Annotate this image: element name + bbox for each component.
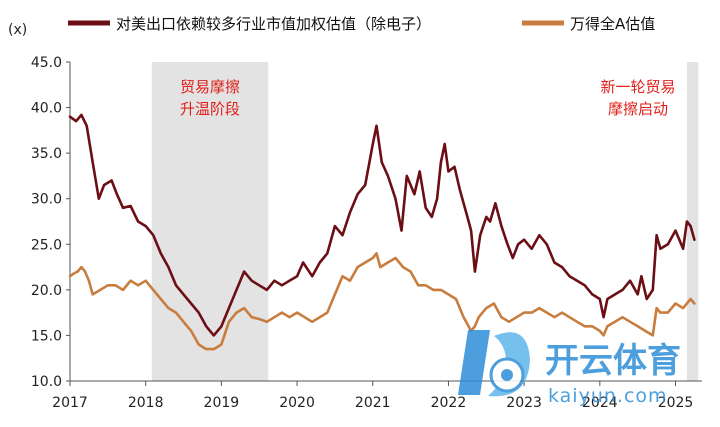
axes [66,61,702,386]
y-tick-label: 45.0 [31,55,62,71]
series-line-1 [68,113,696,337]
shaded-period-label: 升温阶段 [180,100,240,118]
shaded-period-label: 贸易摩擦 [180,78,240,96]
y-tick-label: 10.0 [31,374,62,390]
shaded-period-2 [686,62,699,381]
watermark-subtitle: kaiyun.com [548,385,668,407]
legend: 对美出口依赖较多行业市值加权估值（除电子） 万得全A估值 [68,15,655,33]
x-tick-label: 2017 [52,395,88,411]
tick-labels: 45.0 40.0 35.0 30.0 25.0 20.0 15.0 10.0 2017 2018… [31,55,694,411]
y-tick-label: 15.0 [31,328,62,344]
y-tick-label: 25.0 [31,237,62,253]
y-tick-label: 40.0 [31,101,62,117]
x-tick-label: 2024 [582,395,618,411]
y-tick-label: 30.0 [31,192,62,208]
x-tick-label: 2020 [279,395,315,411]
x-tick-label: 2023 [506,395,542,411]
legend-label: 万得全A估值 [570,15,655,33]
x-tick-label: 2025 [658,395,694,411]
watermark-emblem-icon [458,330,530,397]
x-tick-label: 2021 [355,395,391,411]
series-line-2 [68,252,696,351]
y-tick-label: 20.0 [31,283,62,299]
shaded-period-label: 摩擦启动 [608,100,668,118]
x-tick-label: 2018 [128,395,164,411]
y-axis-label: (x) [8,22,27,38]
watermark-logo: 开云体育 kaiyun.com [458,330,681,407]
y-tick-label: 35.0 [31,146,62,162]
shaded-period-1 [151,62,269,381]
x-tick-label: 2022 [431,395,467,411]
watermark-title: 开云体育 [545,341,681,381]
x-tick-label: 2019 [204,395,240,411]
series-lines [68,113,696,351]
shaded-period-label: 新一轮贸易 [600,78,675,96]
legend-label: 对美出口依赖较多行业市值加权估值（除电子） [116,15,431,33]
